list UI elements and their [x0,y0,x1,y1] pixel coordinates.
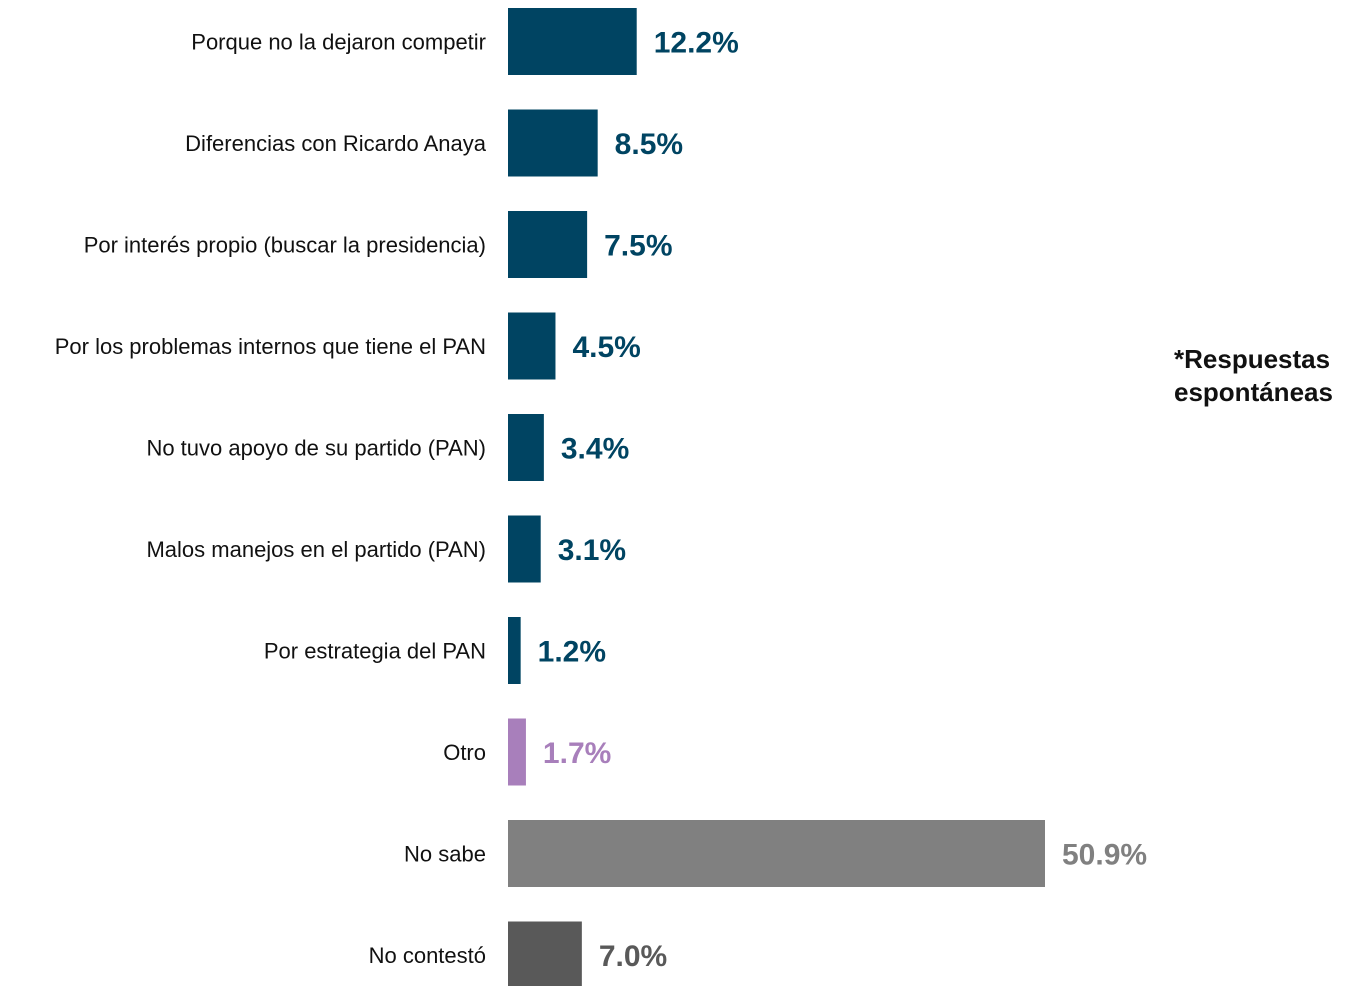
bar [508,921,582,986]
bar [508,617,521,684]
category-label: Porque no la dejaron competir [191,30,486,55]
bar [508,8,637,75]
bar [508,718,526,786]
value-label: 4.5% [572,331,640,364]
bar [508,211,588,278]
category-label: Por los problemas internos que tiene el … [55,334,486,359]
category-label: Otro [443,740,486,765]
bar [508,515,541,583]
value-label: 1.7% [543,737,611,770]
category-label: No sabe [404,842,486,867]
category-label: Por interés propio (buscar la presidenci… [84,233,486,258]
category-label: Por estrategia del PAN [264,639,486,664]
value-label: 8.5% [615,128,683,161]
spontaneous-answers-note: *Respuestas espontáneas [1174,344,1333,407]
value-label: 50.9% [1062,839,1147,872]
bar [508,312,556,380]
value-label: 7.5% [604,230,672,263]
value-label: 1.2% [538,636,606,669]
category-label: Malos manejos en el partido (PAN) [146,537,486,562]
category-label: No tuvo apoyo de su partido (PAN) [146,436,486,461]
value-label: 12.2% [654,27,739,60]
value-label: 3.4% [561,433,629,466]
bar [508,414,544,481]
category-label: Diferencias con Ricardo Anaya [185,131,487,156]
value-label: 7.0% [599,940,667,973]
category-label: No contestó [369,943,486,968]
value-label: 3.1% [558,534,626,567]
bar [508,820,1045,887]
bar [508,109,598,177]
